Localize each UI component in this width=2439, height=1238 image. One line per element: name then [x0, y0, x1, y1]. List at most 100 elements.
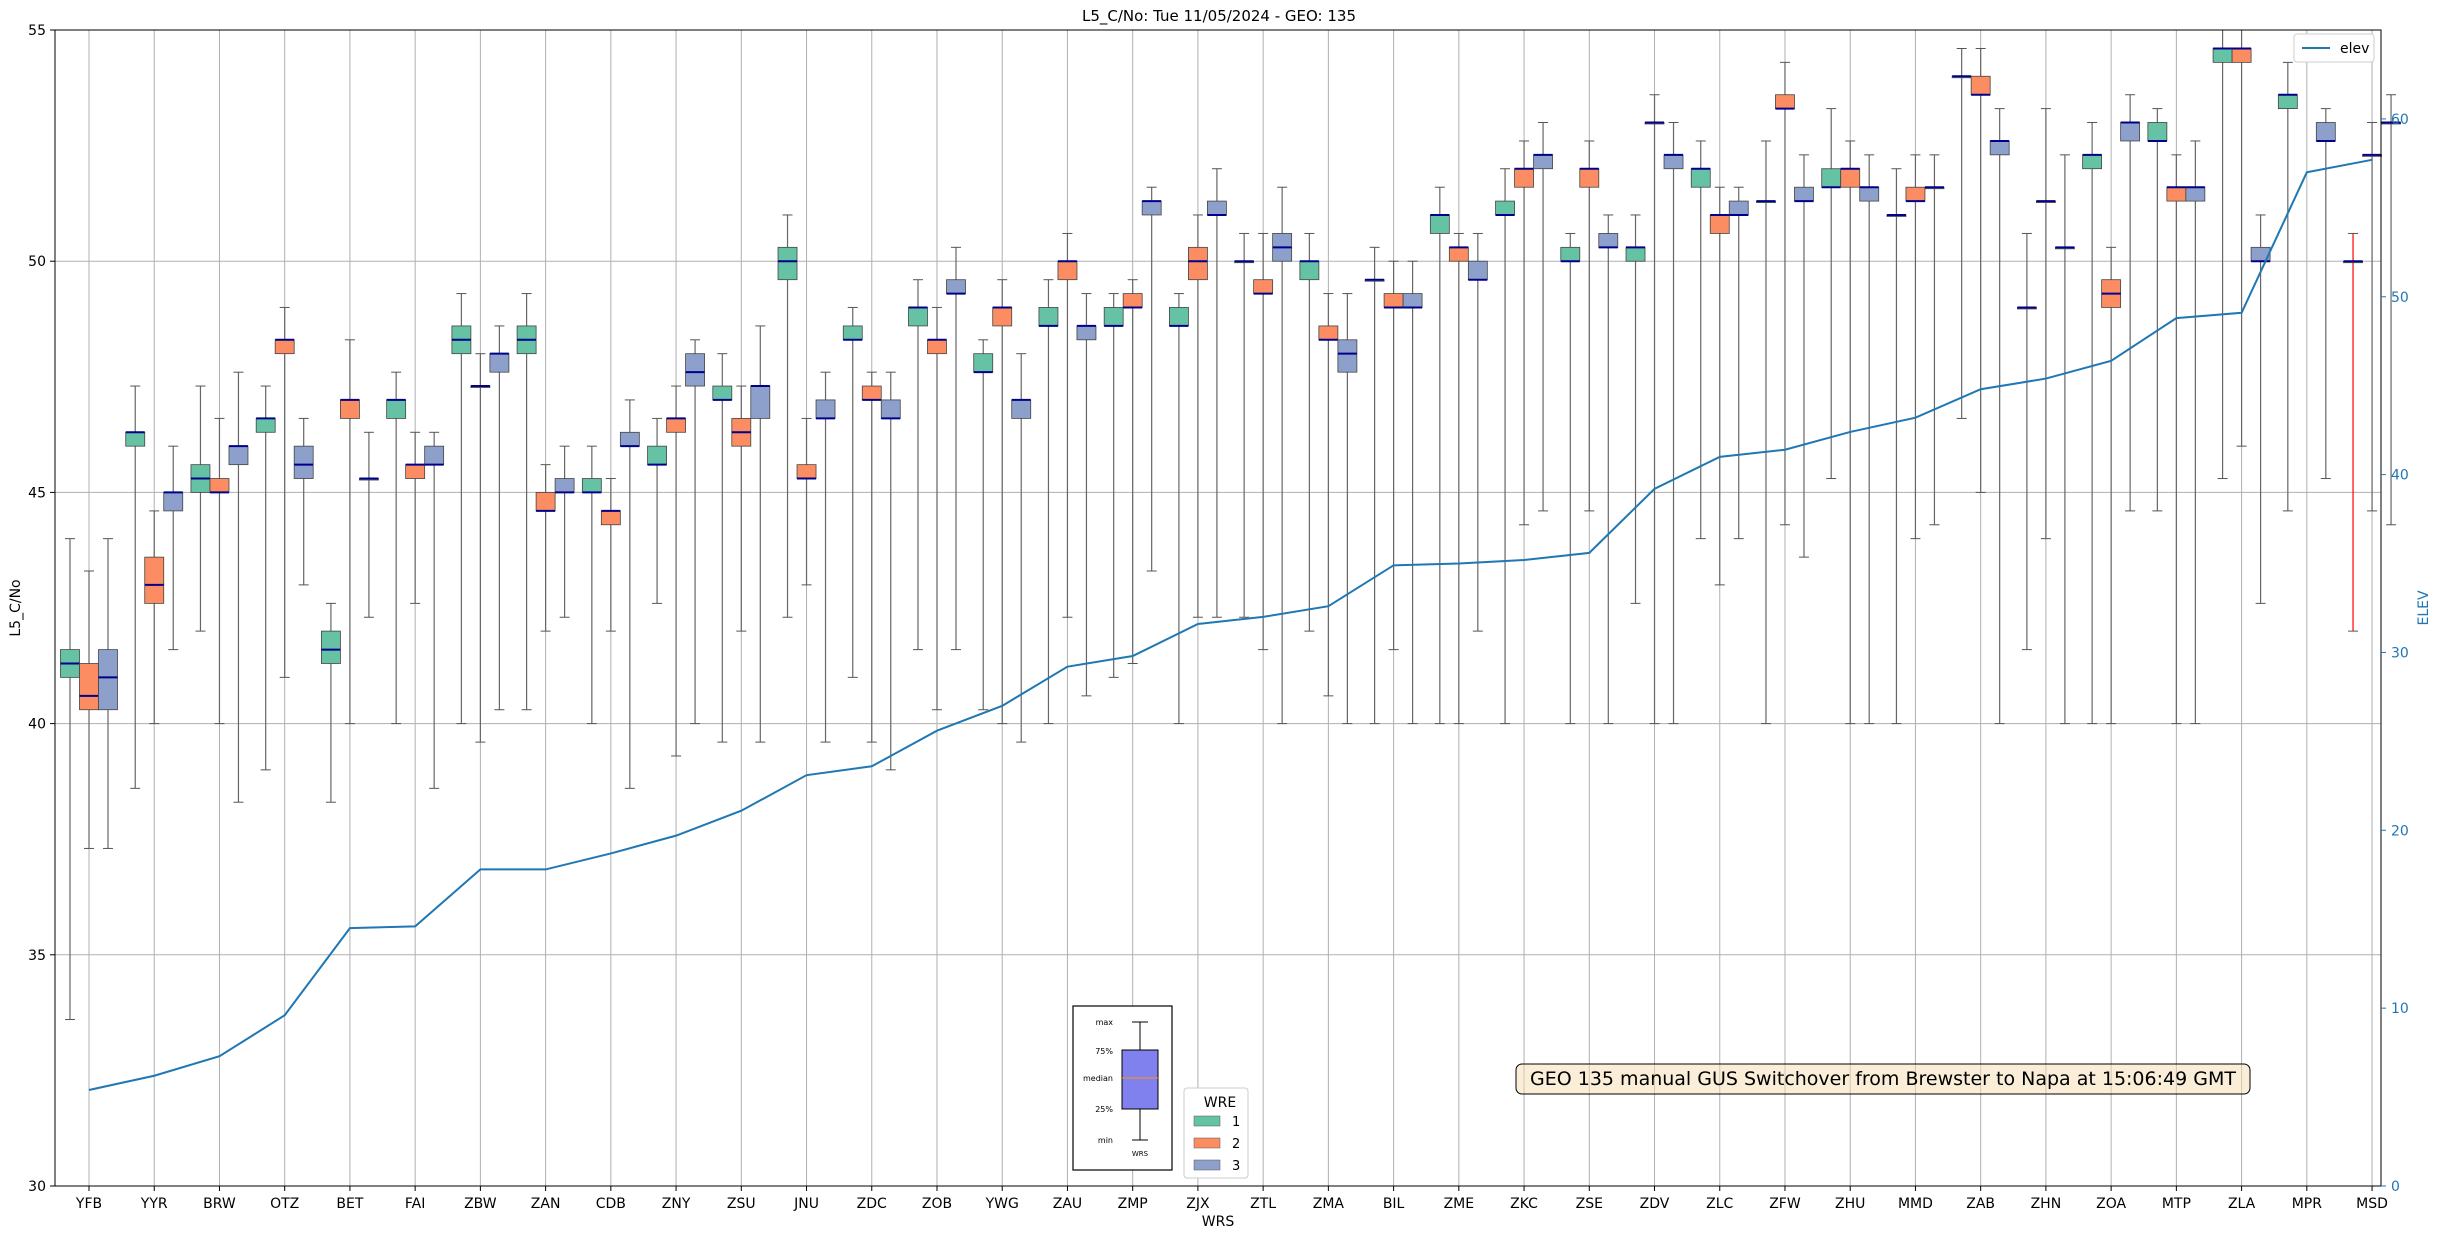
wre-legend: WRE 1 2 3 [1183, 1087, 1249, 1179]
box-iqr [209, 478, 230, 493]
box-iqr [2120, 122, 2141, 142]
box-iqr [2166, 186, 2187, 202]
box-iqr [1169, 307, 1189, 327]
box-iqr [1103, 307, 1124, 327]
box-iqr [1253, 279, 1274, 294]
axis-layer: YFB YYR BRW OTZ BET FAI ZBW ZAN CDB ZNY ZSU JNU ZDC Z… [28, 23, 2409, 1212]
box-iqr [2212, 48, 2233, 63]
x-tick-label: ZKC [1510, 1196, 1538, 1212]
box-iqr [992, 307, 1013, 327]
box-iqr [1598, 233, 1619, 248]
box-iqr [581, 478, 602, 493]
box-iqr [1690, 168, 1711, 188]
box-iqr [554, 478, 575, 493]
annotation-text: GEO 135 manual GUS Switchover from Brews… [1530, 1068, 2236, 1090]
box-iqr [1579, 168, 1600, 188]
x-tick-label: JNU [793, 1196, 819, 1212]
box-iqr [1318, 325, 1339, 341]
box-iqr [98, 649, 118, 711]
x-tick-label: MMD [1898, 1196, 1933, 1212]
box-iqr [647, 445, 667, 466]
y-tick-label: 55 [28, 23, 46, 39]
box-iqr [2147, 122, 2168, 142]
y2-tick-label: 60 [2391, 112, 2409, 128]
x-tick-label: ZJX [1186, 1196, 1210, 1212]
y2-tick-label: 40 [2391, 468, 2409, 484]
box-iqr [1448, 246, 1469, 262]
box-iqr [908, 307, 928, 327]
box-layer [60, 29, 2401, 1021]
box-iqr [144, 556, 165, 604]
y-tick-label: 40 [28, 717, 46, 733]
chart-title: L5_C/No: Tue 11/05/2024 - GEO: 135 [1082, 7, 1356, 26]
y2-axis-label: ELEV [2416, 590, 2432, 625]
box-iqr [489, 353, 510, 373]
x-tick-label: ZLC [1706, 1196, 1733, 1212]
box-iqr [1011, 399, 1032, 419]
wre-legend-frame [1183, 1087, 1249, 1179]
box-iqr [796, 464, 817, 479]
x-tick-label: ZHU [1835, 1196, 1865, 1212]
x-tick-label: ZOB [922, 1196, 952, 1212]
switchover-annotation: GEO 135 manual GUS Switchover from Brews… [1515, 1063, 2251, 1095]
box-iqr [293, 445, 314, 479]
elev-legend-frame [2293, 33, 2375, 63]
x-tick-label: BRW [203, 1196, 236, 1212]
box-iqr [1794, 186, 1814, 202]
wre-legend-swatch-1 [1193, 1115, 1221, 1127]
box-iqr [946, 279, 966, 294]
x-tick-label: FAI [405, 1196, 425, 1212]
box-iqr [321, 630, 341, 664]
box-iqr [1840, 168, 1861, 188]
box-iqr [777, 246, 798, 281]
x-tick-label: ZNY [662, 1196, 691, 1212]
x-tick-label: ZLA [2228, 1196, 2256, 1212]
box-iqr [1514, 168, 1534, 188]
key-label-q1: 25% [1095, 1105, 1113, 1114]
x-tick-label: ZOA [2096, 1196, 2126, 1212]
x-tick-label: BET [336, 1196, 363, 1212]
wre-legend-label-3: 3 [1232, 1159, 1240, 1174]
box-iqr [1728, 200, 1749, 216]
x-tick-label: BIL [1383, 1196, 1405, 1212]
elev-legend-label: elev [2340, 41, 2369, 57]
box-iqr [1709, 214, 1730, 234]
box-iqr [386, 399, 407, 419]
x-tick-label: YWG [985, 1196, 1019, 1212]
x-tick-label: ZFW [1769, 1196, 1801, 1212]
key-xlabel: WRS [1132, 1150, 1149, 1158]
x-axis-label: WRS [1202, 1214, 1235, 1230]
box-iqr [712, 385, 733, 401]
key-label-max: max [1096, 1018, 1114, 1027]
box-iqr [79, 663, 99, 711]
box-iqr [1560, 246, 1581, 262]
x-tick-label: ZTL [1250, 1196, 1276, 1212]
y-tick-label: 35 [28, 948, 46, 964]
wre-legend-label-2: 2 [1232, 1137, 1240, 1152]
wre-legend-swatch-3 [1193, 1159, 1221, 1171]
box-iqr [1970, 75, 1991, 96]
x-tick-label: ZAB [1966, 1196, 1995, 1212]
x-tick-label: MSD [2356, 1196, 2388, 1212]
box-iqr [1625, 246, 1646, 262]
x-tick-label: ZHN [2031, 1196, 2062, 1212]
box-iqr [1188, 246, 1208, 281]
box-iqr [340, 399, 360, 419]
y-tick-label: 45 [28, 485, 46, 501]
x-tick-label: YYR [140, 1196, 168, 1212]
x-tick-label: ZME [1444, 1196, 1475, 1212]
box-iqr [405, 464, 426, 479]
x-tick-label: ZBW [464, 1196, 497, 1212]
y2-tick-label: 20 [2391, 823, 2409, 839]
box-iqr [125, 431, 146, 447]
box-iqr [750, 385, 771, 419]
box-iqr [619, 431, 640, 447]
elev-line [88, 158, 2373, 1091]
box-iqr [1429, 214, 1450, 234]
box-iqr [424, 445, 445, 466]
box-iqr [1663, 154, 1684, 170]
y2-tick-label: 30 [2391, 645, 2409, 661]
x-tick-label: ZMA [1313, 1196, 1345, 1212]
box-iqr [1076, 325, 1097, 341]
box-iqr [666, 418, 686, 433]
